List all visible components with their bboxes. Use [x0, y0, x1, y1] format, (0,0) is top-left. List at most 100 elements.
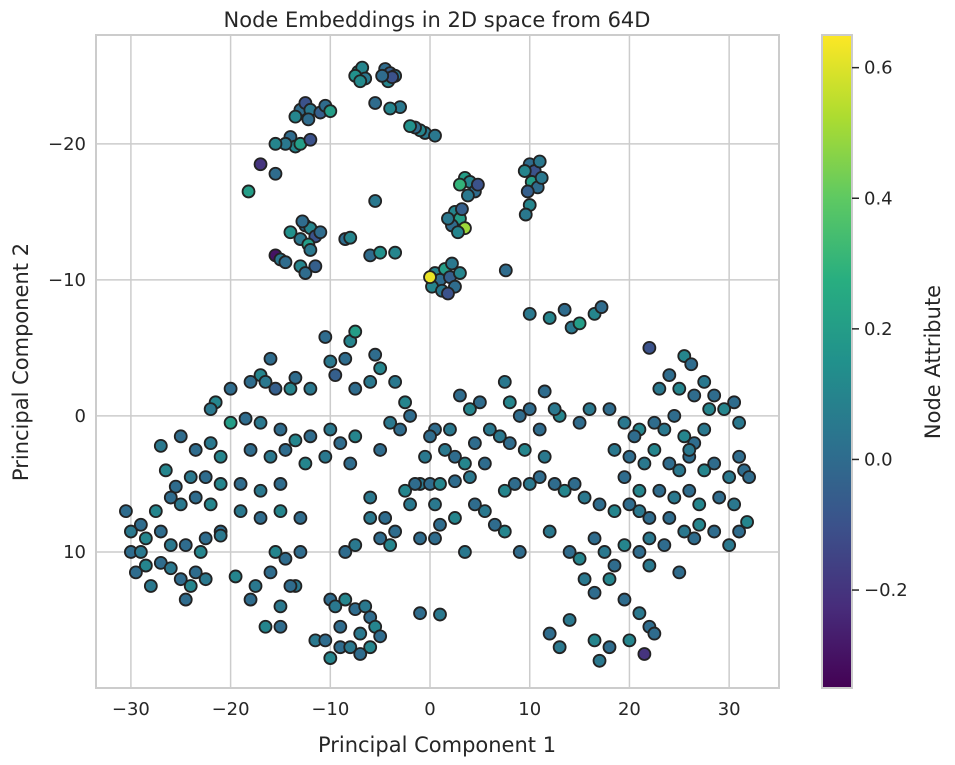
data-point	[373, 443, 388, 457]
data-point	[732, 449, 747, 464]
data-point	[203, 402, 218, 417]
data-point	[451, 225, 465, 240]
data-point	[712, 490, 727, 505]
data-point	[273, 599, 288, 614]
data-point	[318, 330, 333, 344]
data-point	[418, 449, 432, 464]
y-tick-label: 0	[75, 406, 86, 427]
data-point	[408, 477, 422, 491]
data-point	[163, 561, 178, 576]
data-point	[632, 504, 647, 519]
data-point	[662, 456, 677, 471]
data-point	[143, 579, 158, 593]
data-point	[243, 375, 258, 389]
data-point	[517, 164, 532, 178]
data-point	[732, 524, 747, 539]
data-point	[534, 170, 549, 185]
data-point	[313, 225, 328, 240]
data-point	[273, 477, 288, 491]
data-point	[707, 456, 722, 471]
data-point	[253, 511, 268, 525]
data-point	[403, 497, 417, 512]
data-point	[363, 375, 378, 389]
data-point	[213, 528, 228, 543]
data-point	[542, 524, 557, 539]
data-point	[223, 381, 238, 396]
data-point	[383, 101, 398, 116]
data-point	[148, 504, 163, 519]
colorbar-tick-label: 0.0	[864, 449, 893, 470]
data-point	[662, 368, 677, 383]
data-point	[582, 402, 597, 417]
data-point	[398, 395, 412, 410]
data-point	[278, 443, 293, 457]
data-point	[303, 429, 318, 444]
data-point	[647, 443, 662, 457]
data-point	[283, 579, 298, 593]
data-point	[248, 579, 263, 593]
data-point	[687, 531, 702, 546]
data-point	[448, 449, 462, 464]
data-point	[732, 415, 747, 430]
data-point	[253, 483, 268, 498]
data-point	[388, 375, 403, 389]
data-point	[333, 619, 348, 634]
data-point	[517, 443, 532, 457]
data-point	[158, 463, 173, 478]
data-point	[133, 545, 148, 559]
data-point	[233, 477, 248, 491]
data-point	[363, 511, 378, 525]
data-point	[441, 286, 455, 301]
data-point	[448, 474, 462, 489]
data-point	[577, 490, 592, 505]
data-point	[343, 456, 358, 471]
data-point	[198, 470, 213, 485]
data-point	[477, 504, 492, 519]
y-tick-labels: −20 −10 0 10	[48, 134, 86, 563]
data-point	[373, 629, 388, 644]
data-point	[393, 422, 408, 437]
data-point	[677, 524, 692, 539]
data-point	[672, 381, 687, 396]
plot-frame	[95, 34, 780, 689]
data-point	[153, 438, 168, 453]
data-point	[587, 585, 602, 600]
data-point	[637, 647, 652, 661]
data-point	[363, 490, 378, 505]
data-point	[722, 538, 737, 553]
data-point	[413, 606, 427, 621]
data-point	[358, 599, 373, 614]
data-point	[453, 177, 467, 192]
data-point	[303, 381, 318, 396]
data-point	[213, 449, 228, 464]
data-point	[637, 456, 652, 471]
data-point	[323, 354, 338, 369]
data-point	[562, 613, 577, 627]
data-point	[178, 592, 193, 607]
x-tick-label: −20	[212, 699, 250, 720]
data-point	[707, 388, 722, 403]
colorbar-ticks: −0.2 0.0 0.2 0.4 0.6	[852, 58, 908, 601]
x-tick-label: −30	[112, 699, 150, 720]
data-point	[542, 626, 557, 641]
data-point	[461, 188, 475, 203]
data-point	[617, 415, 632, 430]
data-point	[328, 599, 343, 614]
data-point	[622, 497, 637, 512]
data-point	[198, 531, 213, 546]
data-point	[662, 511, 677, 525]
data-point	[592, 653, 607, 668]
data-point	[692, 497, 707, 512]
colorbar-tick-label: 0.6	[864, 58, 893, 79]
data-point	[133, 517, 148, 532]
data-point	[301, 112, 316, 127]
data-point	[188, 490, 203, 505]
data-point	[587, 531, 602, 546]
data-point	[138, 558, 153, 573]
data-point	[552, 640, 567, 655]
data-point	[607, 558, 622, 573]
data-point	[498, 263, 513, 278]
data-point	[602, 572, 617, 587]
data-point	[518, 207, 533, 222]
